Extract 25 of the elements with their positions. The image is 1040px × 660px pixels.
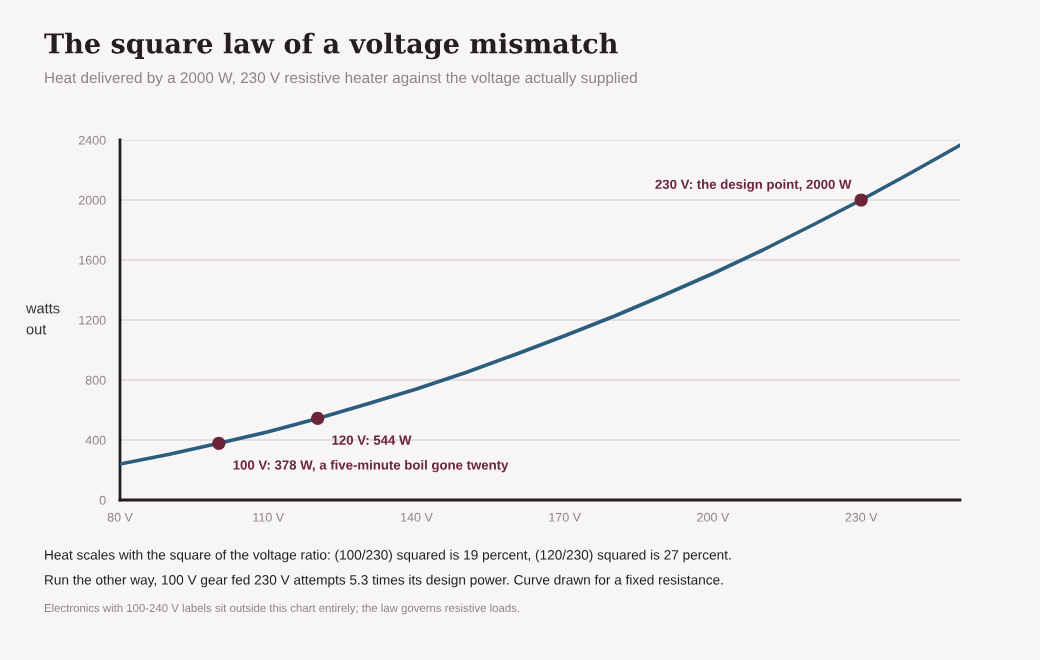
point [854, 193, 868, 207]
text: Heat scales with the square of the voltage ratio: (100/230) squared is 19 percent, (120/230) squared is 27 percent. [45, 549, 731, 563]
y-axis-title: watts out [25, 303, 60, 335]
y-tick-label: 2000 [78, 195, 106, 205]
x-tick-label: 140 V [401, 512, 433, 522]
annotation: 100 V: 378 W, a five-minute boil gone twenty [233, 459, 509, 473]
annotation: 230 V: the design point, 2000 W [655, 179, 852, 192]
chart-subtitle: Heat delivered by a 2000 W, 230 V resistive heater against the voltage actually supplied [45, 71, 637, 87]
y-tick-label: 0 [99, 495, 106, 505]
text: Electronics with 100-240 V labels sit outside this chart entirely; the law governs resistive loads. [44, 603, 519, 615]
x-tick-label: 80 V [107, 512, 133, 522]
y-tick-label: 800 [85, 375, 106, 385]
point [311, 411, 325, 425]
x-tick-label: 230 V [845, 512, 878, 522]
y-tick-label: 1600 [79, 255, 106, 265]
y-tick-label: 1200 [79, 315, 106, 325]
x-tick-label: 110 V [253, 512, 285, 522]
text: Run the other way, 100 V gear fed 230 V attempts 5.3 times its design power. Curve drawn for a fixed resistance. [45, 574, 723, 588]
x-tick-label: 200 V [697, 512, 730, 522]
annotation: 120 V: 544 W [332, 435, 412, 445]
chart-title: The square law of a voltage mismatch [44, 32, 618, 60]
y-tick-label: 2400 [78, 135, 106, 145]
x-tick-label: 170 V [549, 512, 581, 522]
point [212, 436, 226, 450]
y-tick-label: 400 [85, 435, 106, 445]
